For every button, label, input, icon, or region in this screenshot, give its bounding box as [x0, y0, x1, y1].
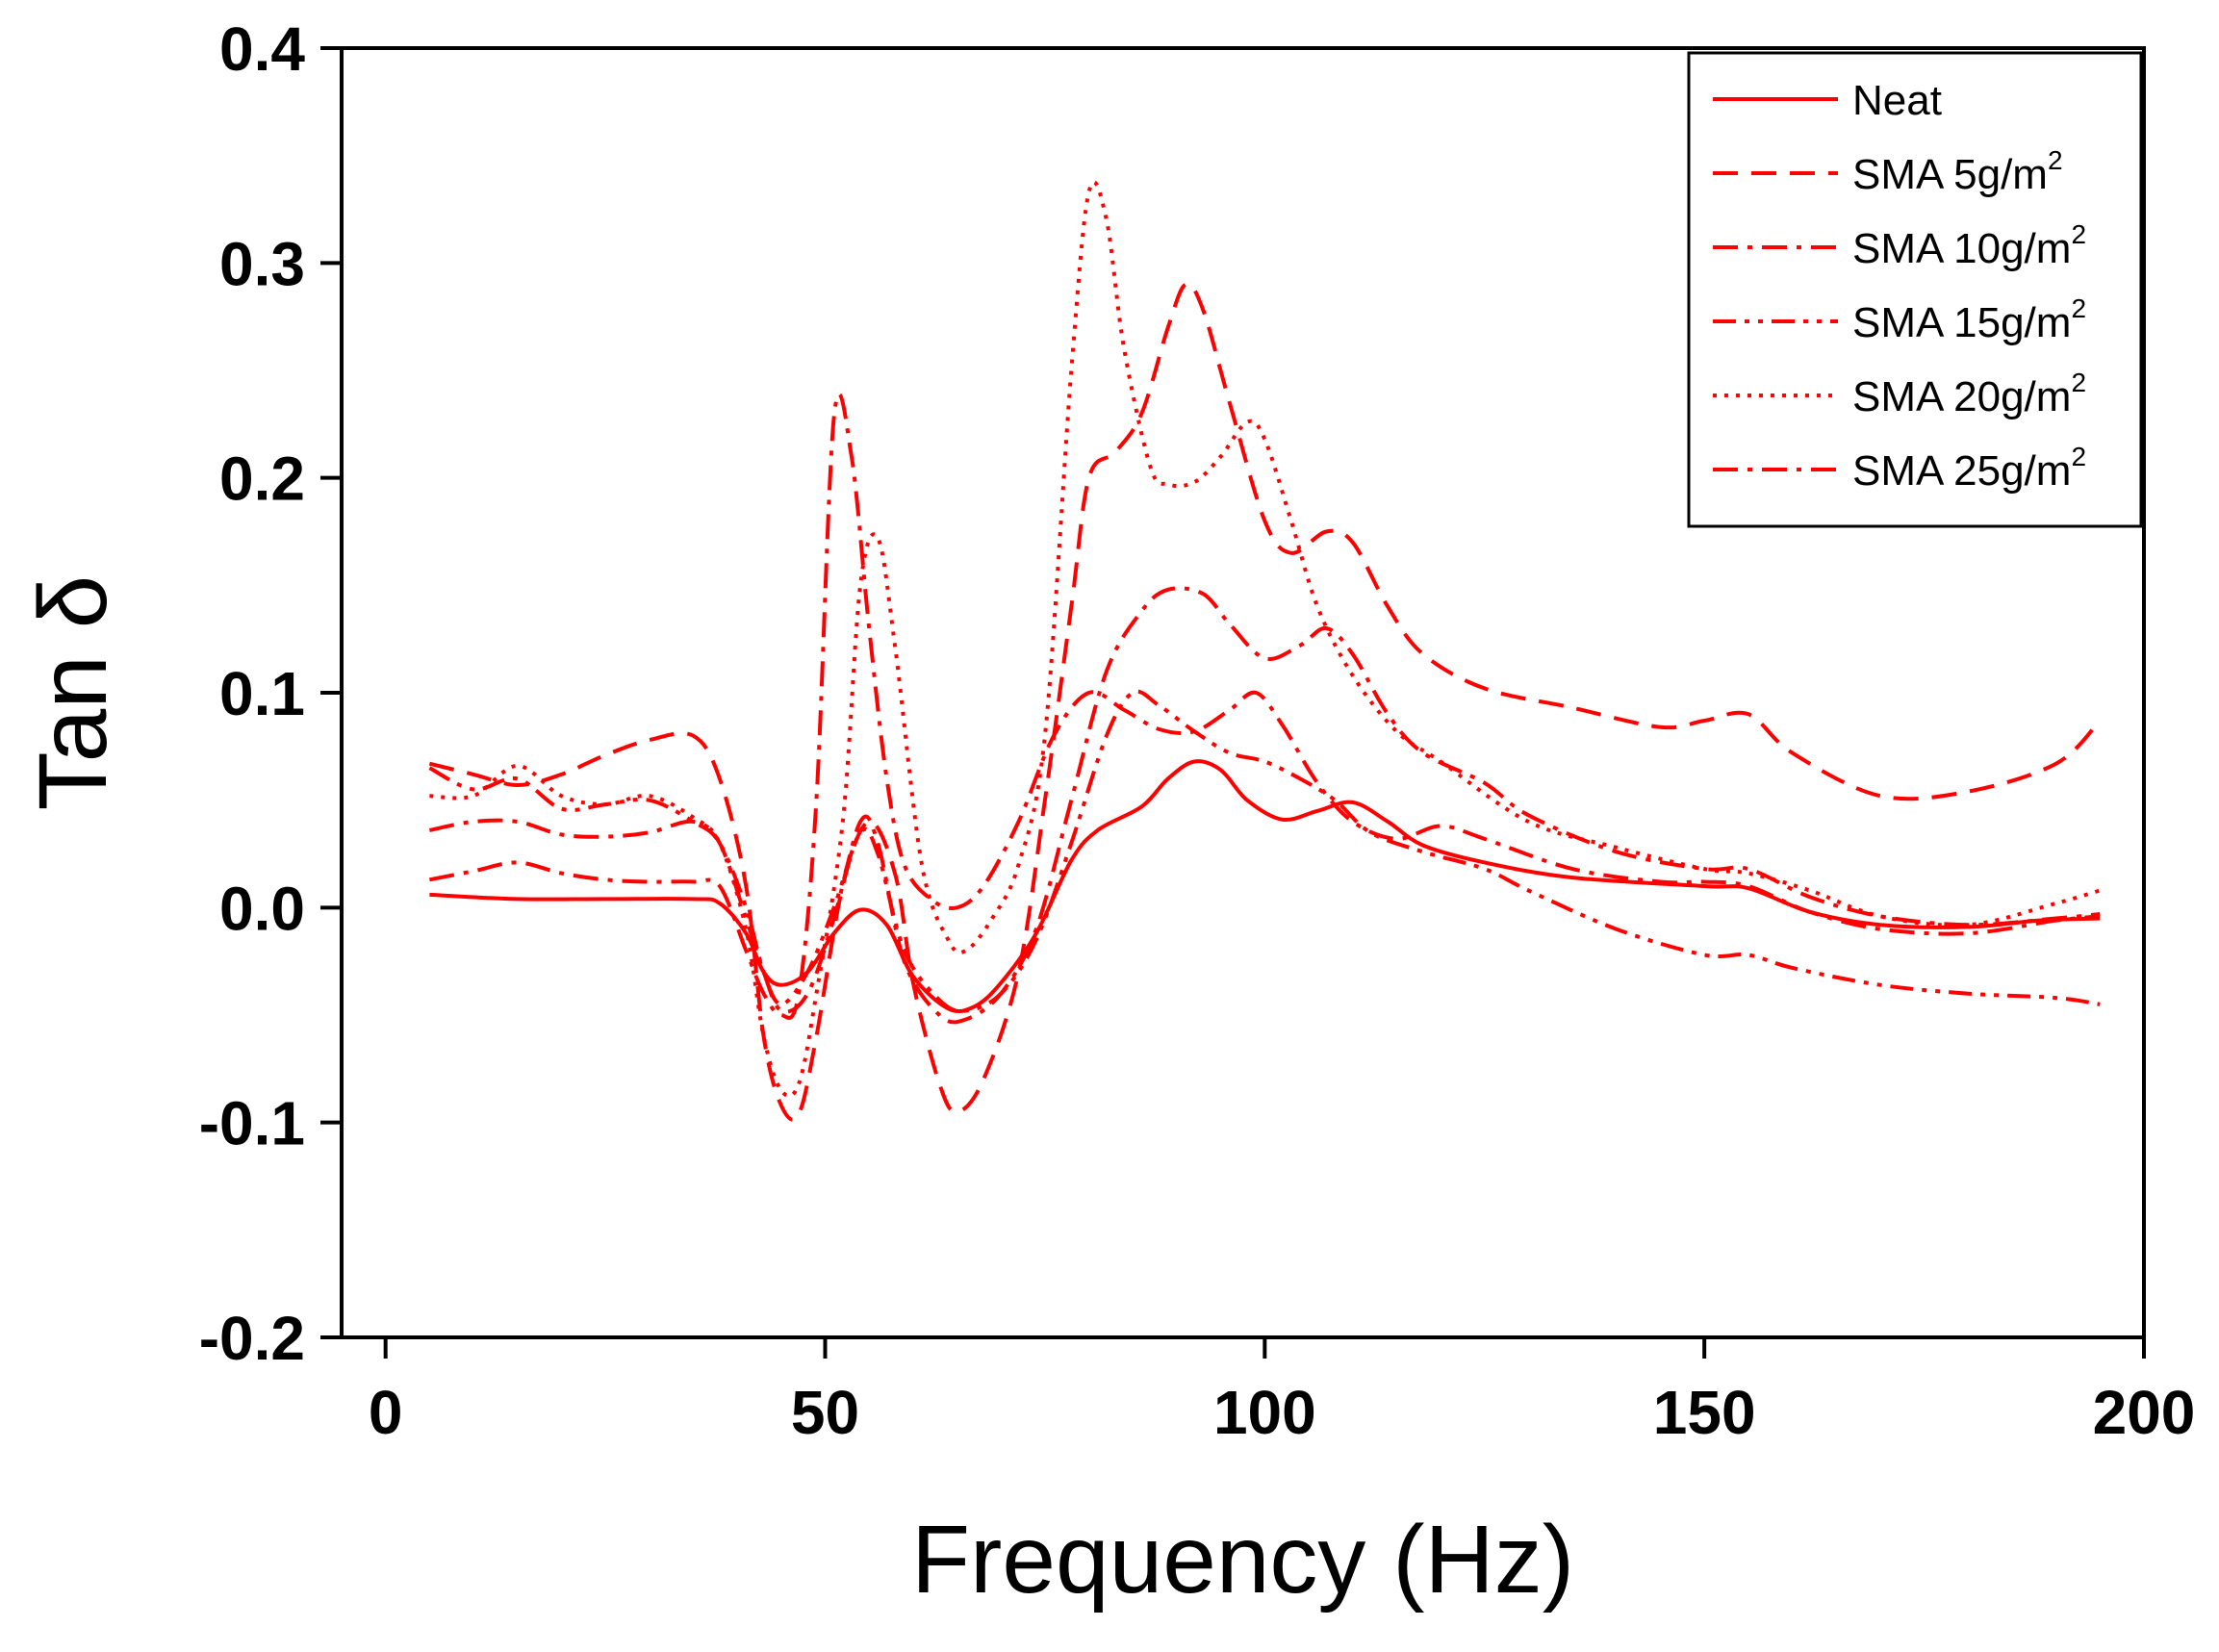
x-tick-label: 50	[791, 1378, 859, 1447]
y-tick-label: -0.1	[199, 1089, 305, 1158]
x-tick-label: 150	[1653, 1378, 1756, 1447]
series-line-1	[428, 282, 2102, 1122]
legend-label: SMA 10g/m2	[1852, 219, 2086, 272]
legend-label: SMA 25g/m2	[1852, 442, 2086, 495]
legend-label: Neat	[1852, 77, 1942, 124]
legend-label: SMA 15g/m2	[1852, 293, 2086, 346]
y-tick-label: 0.0	[219, 874, 305, 943]
x-tick-label: 100	[1213, 1378, 1316, 1447]
series-line-5	[429, 392, 2101, 1020]
x-tick-label: 0	[369, 1378, 403, 1447]
series-line-4	[429, 180, 2101, 1099]
series-line-3	[428, 689, 2101, 1013]
legend-label-main: SMA 20g/m	[1852, 373, 2071, 420]
y-tick-label: 0.2	[219, 445, 305, 514]
legend-label-superscript: 2	[2071, 219, 2086, 249]
legend-label-superscript: 2	[2071, 293, 2086, 323]
series-line-2	[429, 586, 2101, 1025]
legend-label-superscript: 2	[2071, 442, 2086, 471]
y-tick-label: 0.1	[219, 659, 305, 728]
tick-labels: 0 50 100 150 200 -0.2 -0.1 0.0 0.1 0.2 0.3 0.4	[199, 14, 2196, 1447]
legend-label: SMA 20g/m2	[1852, 368, 2086, 420]
y-tick-label: -0.2	[199, 1304, 305, 1373]
y-tick-label: 0.4	[219, 14, 305, 84]
legend-label-superscript: 2	[2048, 145, 2063, 175]
legend-label-main: SMA 15g/m	[1852, 299, 2071, 346]
plot-frame	[340, 46, 2146, 1339]
y-axis-title: Tan δ	[19, 575, 127, 811]
legend-label-main: SMA 10g/m	[1852, 225, 2071, 272]
x-axis-title: Frequency (Hz)	[911, 1506, 1574, 1614]
data-series	[428, 180, 2102, 1122]
legend-label-main: SMA 25g/m	[1852, 447, 2071, 495]
x-tick-label: 200	[2093, 1378, 2196, 1447]
legend-label-superscript: 2	[2071, 368, 2086, 397]
y-tick-label: 0.3	[219, 229, 305, 298]
legend-label: SMA 5g/m2	[1852, 145, 2063, 198]
legend-box	[1687, 51, 2143, 528]
axis-ticks	[320, 46, 2146, 1359]
legend-label-main: SMA 5g/m	[1852, 151, 2048, 198]
legend-label-main: Neat	[1852, 77, 1942, 124]
